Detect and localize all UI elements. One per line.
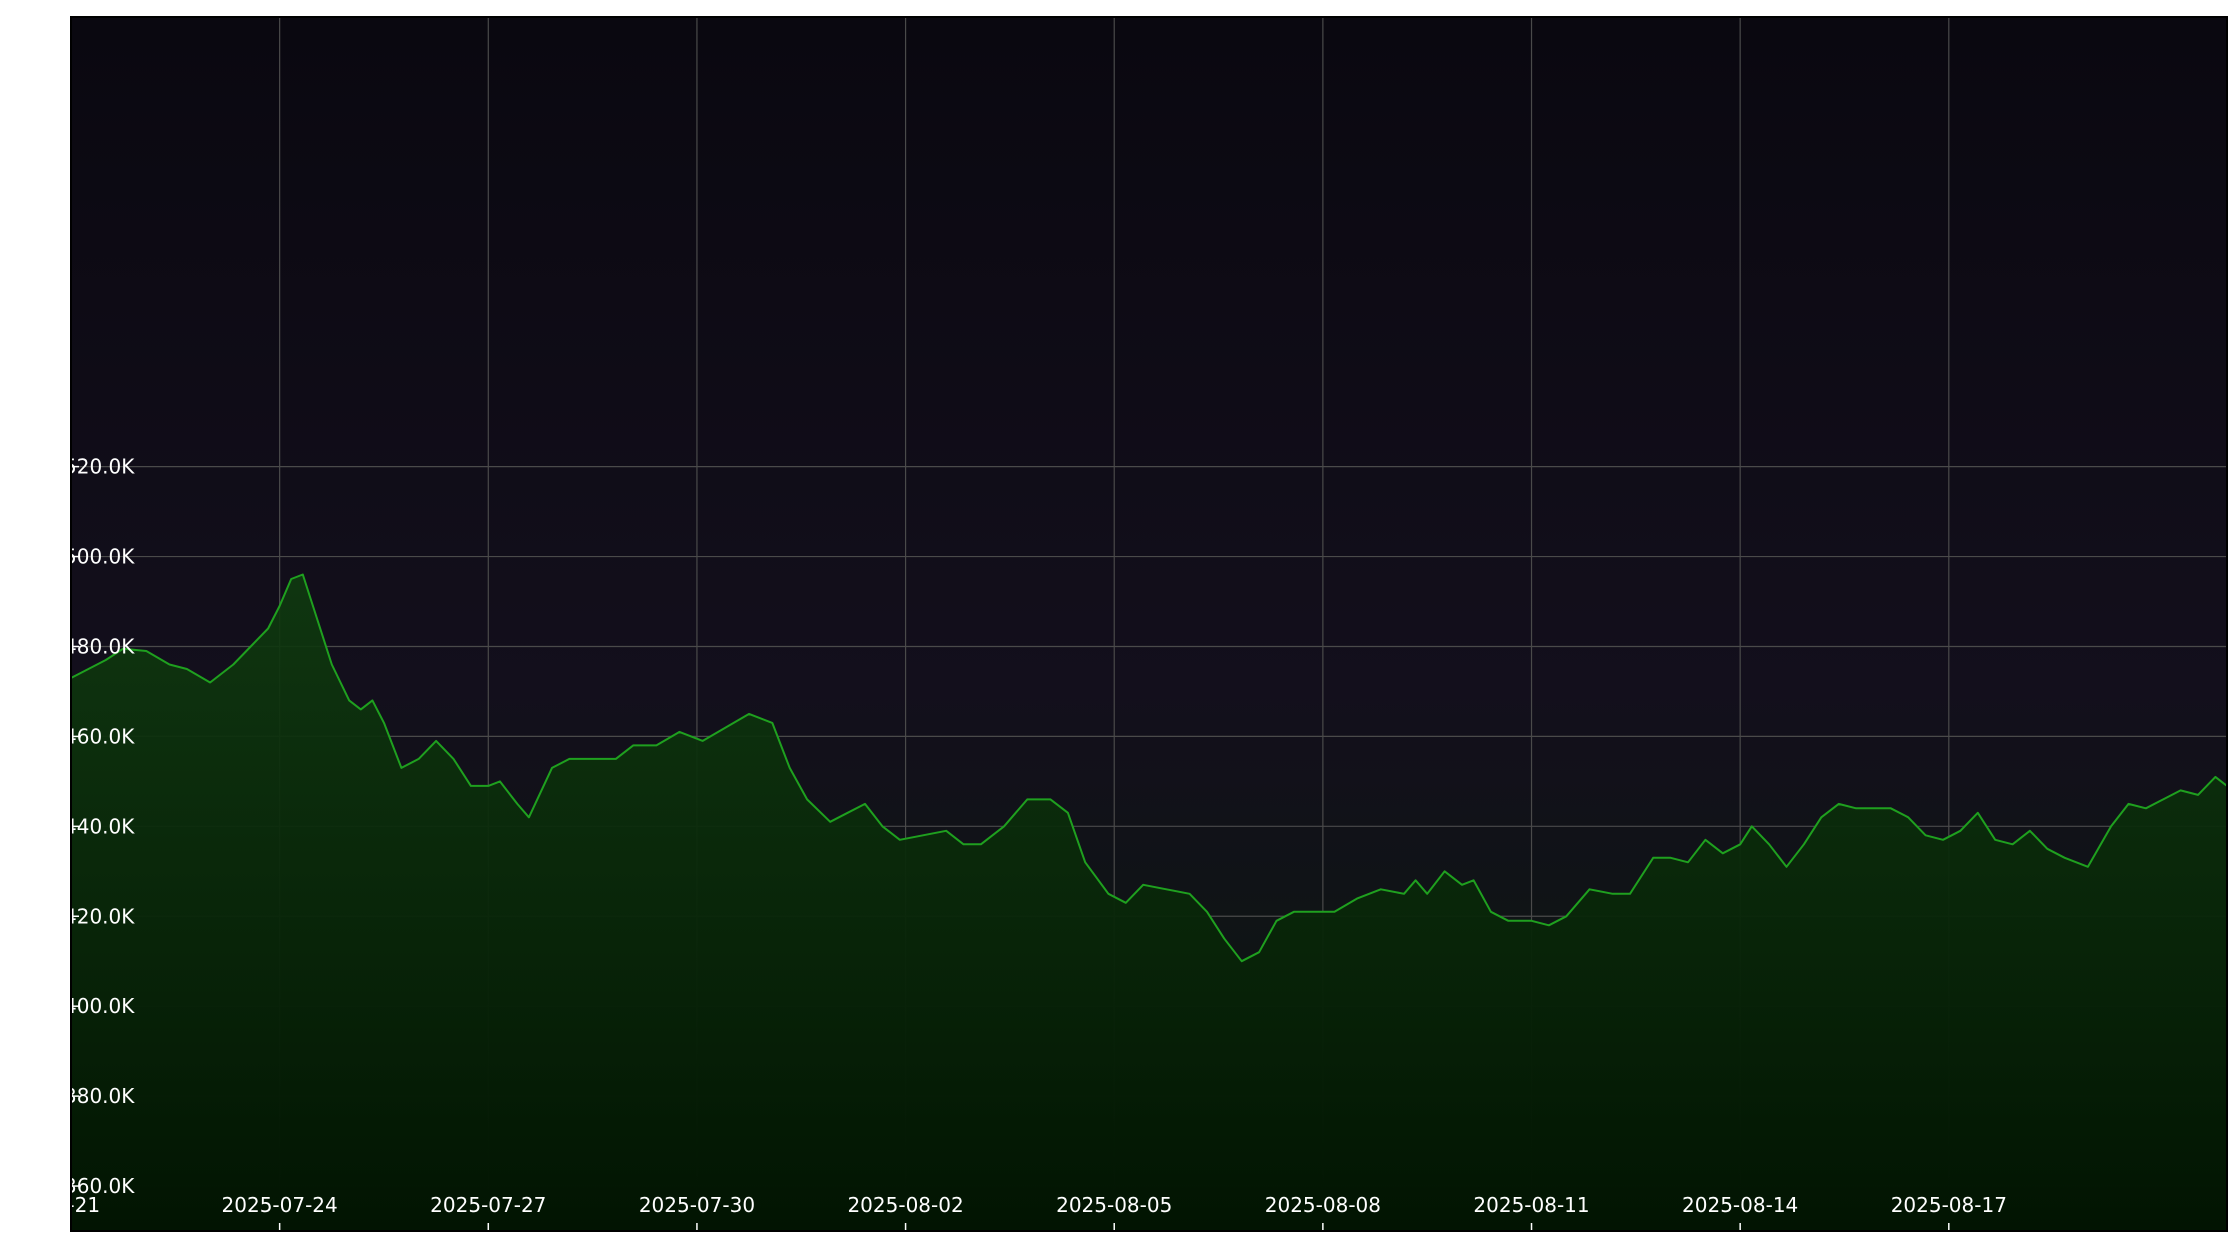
y-tick-label: 500.0K bbox=[64, 545, 135, 569]
y-tick-label: 360.0K bbox=[64, 1174, 135, 1198]
x-tick-label: 2025-08-11 bbox=[1473, 1193, 1589, 1217]
x-tick-label: 2025-07-27 bbox=[430, 1193, 546, 1217]
series-line bbox=[70, 573, 2228, 963]
y-tick-label: 460.0K bbox=[64, 724, 135, 748]
plot-frame bbox=[70, 16, 2228, 1232]
x-tick-label: 2025-08-05 bbox=[1056, 1193, 1172, 1217]
y-tick-label: 400.0K bbox=[64, 994, 135, 1018]
y-tick-label: 420.0K bbox=[64, 904, 135, 928]
series-area bbox=[71, 574, 2227, 1231]
y-tick-label: 520.0K bbox=[64, 455, 135, 479]
x-axis-ticks: 07-21 2025-07-24 2025-07-27 2025-07-30 2025-… bbox=[42, 1193, 2007, 1231]
x-tick-label: 2025-07-24 bbox=[222, 1193, 338, 1217]
y-axis-ticks: 360.0K 380.0K 400.0K 420.0K 440.0K 460.0K 480.… bbox=[64, 455, 135, 1198]
x-tick-label: 2025-08-17 bbox=[1891, 1193, 2007, 1217]
series-area-fill bbox=[71, 574, 2227, 1231]
x-tick-label: 2025-08-14 bbox=[1682, 1193, 1798, 1217]
x-tick-label: 2025-08-02 bbox=[847, 1193, 963, 1217]
y-tick-label: 480.0K bbox=[64, 634, 135, 658]
y-tick-label: 380.0K bbox=[64, 1084, 135, 1108]
x-tick-label: 2025-08-08 bbox=[1265, 1193, 1381, 1217]
x-tick-label: 2025-07-30 bbox=[639, 1193, 755, 1217]
y-tick-label: 440.0K bbox=[64, 814, 135, 838]
series-line-path bbox=[70, 573, 2228, 963]
